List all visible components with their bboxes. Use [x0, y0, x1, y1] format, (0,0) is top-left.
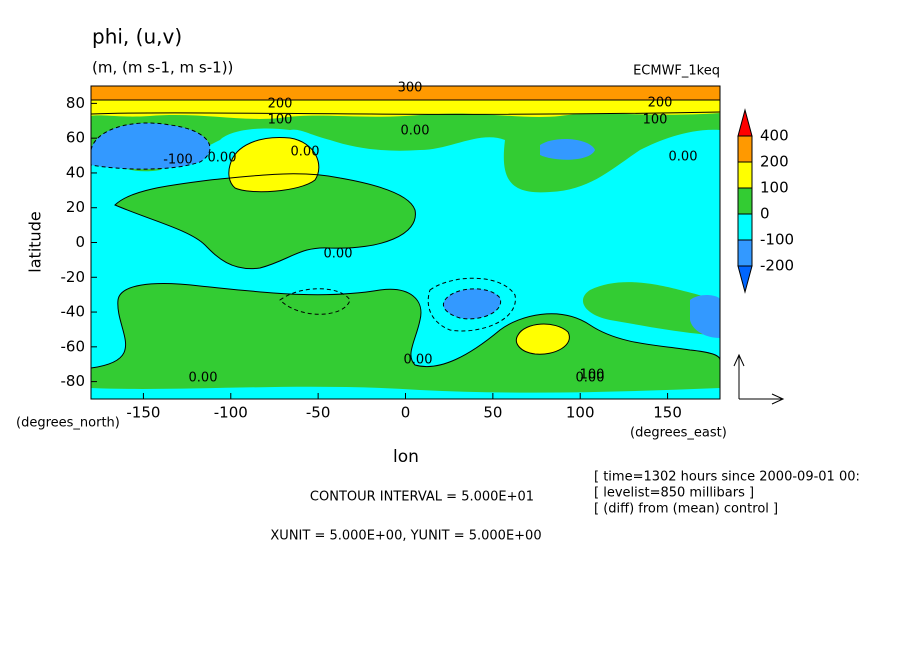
colorbar-label: 400 [760, 127, 789, 145]
contour-label: 0.00 [669, 150, 698, 165]
green-region [582, 282, 720, 335]
contour-label: 0.00 [576, 371, 605, 386]
blue-region [690, 295, 720, 338]
x-tick-label: -50 [306, 404, 331, 422]
axes: -150 -100 -50 0 50 100 150 -80 -60 -40 -20 0 20 40 60 8… [61, 94, 682, 422]
colorbar-box [737, 161, 753, 189]
x-tick-label: 150 [653, 404, 682, 422]
y-tick-label: -40 [61, 303, 86, 321]
contour-label: 0.00 [189, 371, 218, 386]
info: [ time=1302 hours since 2000-09-01 00: [594, 470, 860, 485]
contour-label: -100 [163, 153, 193, 168]
reference-vector [733, 353, 785, 405]
contour-label: 0.00 [404, 353, 433, 368]
green-region [115, 173, 416, 269]
y-axis-title: latitude [26, 211, 45, 272]
cyan-region [91, 386, 720, 399]
colorbar-label: 0 [760, 205, 770, 223]
colorbar-label: -200 [760, 257, 794, 275]
info: [ (diff) from (mean) control ] [594, 502, 778, 517]
contour-label: 100 [580, 368, 605, 383]
x-unit-label: (degrees_east) [630, 426, 727, 441]
yellow-region [516, 324, 570, 355]
y-tick-label: -20 [61, 268, 86, 286]
field [91, 86, 720, 399]
y-tick-label: 60 [66, 129, 85, 147]
x-tick-label: -150 [126, 404, 160, 422]
y-unit-label: (degrees_north) [16, 416, 120, 431]
colorbar-label: -100 [760, 231, 794, 249]
contour-label: 0.00 [324, 247, 353, 262]
colorbar-box [737, 239, 753, 267]
y-tick-label: 80 [66, 94, 85, 112]
contour-label: 100 [268, 113, 293, 128]
contour-lines [91, 99, 720, 369]
contour-label: 200 [648, 96, 673, 111]
yellow-region [228, 137, 319, 192]
chart-title: phi, (u,v) [92, 25, 182, 49]
colorbar-box [737, 187, 753, 215]
note: XUNIT = 5.000E+00, YUNIT = 5.000E+00 [270, 529, 541, 544]
green-region [91, 112, 720, 193]
chart-subtitle: (m, (m s-1, m s-1)) [92, 59, 233, 77]
note: CONTOUR INTERVAL = 5.000E+01 [310, 490, 534, 505]
y-tick-label: 0 [75, 233, 85, 251]
colorbar: 400 200 100 0 -100 -200 [737, 108, 794, 294]
blue-region [540, 138, 595, 160]
blue-region [91, 122, 210, 170]
contour-label: 300 [398, 81, 423, 96]
x-axis-title: lon [393, 447, 419, 467]
y-tick-label: 40 [66, 163, 85, 181]
x-tick-label: 100 [566, 404, 595, 422]
blue-region [443, 288, 501, 319]
colorbar-label: 200 [760, 153, 789, 171]
contour-label: 200 [268, 97, 293, 112]
colorbar-triangle [737, 108, 753, 137]
contour-label: 0.00 [401, 124, 430, 139]
y-tick-label: -60 [61, 337, 86, 355]
x-tick-label: -100 [214, 404, 248, 422]
green-region [91, 283, 720, 399]
x-tick-label: 50 [483, 404, 502, 422]
negative-contours [91, 122, 516, 332]
y-tick-label: 20 [66, 198, 85, 216]
info: [ levelist=850 millibars ] [594, 486, 754, 501]
contour-label: 100 [643, 113, 668, 128]
contour-label: 0.00 [291, 145, 320, 160]
contour-label: 0.00 [208, 151, 237, 166]
source-label: ECMWF_1keq [633, 64, 720, 79]
x-tick-label: 0 [401, 404, 411, 422]
y-tick-label: -80 [61, 372, 86, 390]
colorbar-box [737, 135, 753, 163]
orange-band [91, 86, 720, 100]
colorbar-box [737, 213, 753, 241]
colorbar-label: 100 [760, 179, 789, 197]
colorbar-triangle [737, 265, 753, 294]
